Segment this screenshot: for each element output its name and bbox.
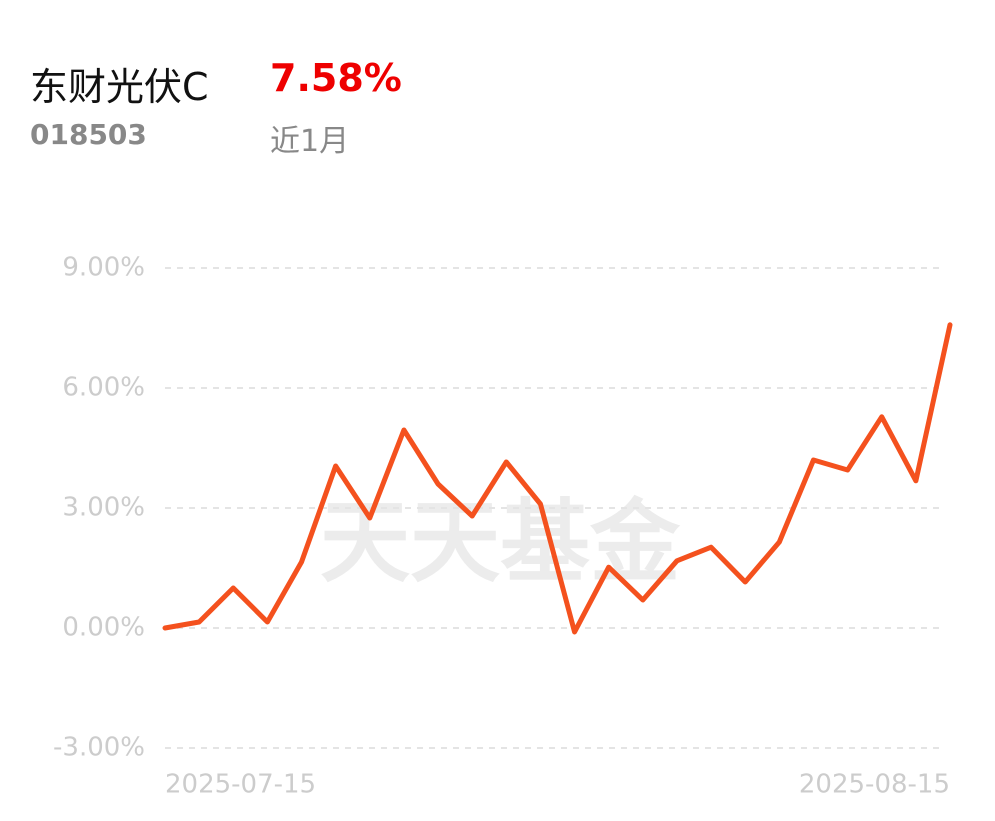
- fund-name: 东财光伏C: [30, 65, 209, 109]
- x-tick-label: 2025-08-15: [799, 770, 950, 800]
- y-tick-label: -3.00%: [53, 733, 145, 763]
- y-tick-label: 3.00%: [62, 493, 145, 523]
- line: [162, 322, 953, 635]
- y-tick-label: 9.00%: [62, 253, 145, 283]
- fund-code: 018503: [30, 118, 147, 151]
- fund-return: 7.58%: [270, 56, 402, 100]
- y-tick-label: 0.00%: [62, 613, 145, 643]
- y-tick-label: 6.00%: [62, 373, 145, 403]
- period: 近1月: [270, 124, 350, 159]
- x-tick-label: 2025-07-15: [165, 770, 316, 800]
